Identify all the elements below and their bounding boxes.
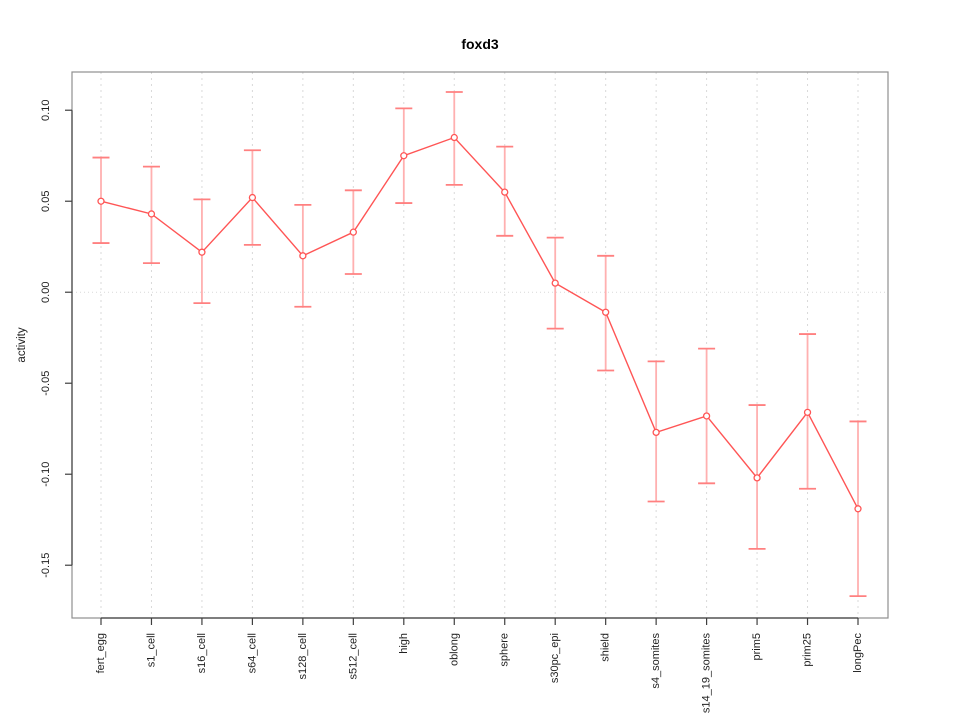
series-layer xyxy=(92,91,867,598)
x-tick-label: longPec xyxy=(852,633,864,673)
chart-title: foxd3 xyxy=(461,36,499,52)
data-point-marker xyxy=(400,152,408,160)
tick-label-layer: 0.10 0.05 0.00 -0.05 -0.10 -0.15 fert_egg s1_ce… xyxy=(40,100,864,714)
grid-layer xyxy=(72,72,888,618)
y-tick-label: 0.10 xyxy=(40,100,52,121)
data-point-marker xyxy=(551,279,559,287)
x-tick-label: prim5 xyxy=(751,633,763,661)
y-tick-label: -0.15 xyxy=(40,553,52,578)
y-tick-label: -0.10 xyxy=(40,462,52,487)
data-point-marker xyxy=(753,474,761,482)
data-point-marker xyxy=(248,193,257,202)
x-tick-label: prim25 xyxy=(802,633,814,667)
data-point-marker xyxy=(803,408,812,416)
data-point-marker xyxy=(147,210,156,218)
data-point-marker xyxy=(854,505,862,513)
data-point-marker xyxy=(602,308,610,316)
x-tick-label: s4_somites xyxy=(650,633,662,689)
data-point-marker xyxy=(501,188,509,196)
x-tick-label: s1_cell xyxy=(145,633,157,667)
series-line xyxy=(100,136,859,510)
data-point-marker xyxy=(702,412,711,420)
x-tick-label: sphere xyxy=(499,633,511,667)
y-tick-label: -0.05 xyxy=(40,371,52,396)
x-tick-label: high xyxy=(398,633,410,654)
data-point-marker xyxy=(97,197,105,205)
plot-frame-layer xyxy=(71,71,889,619)
x-tick-label: s512_cell xyxy=(347,633,359,679)
plot-frame xyxy=(71,71,889,619)
data-point-marker xyxy=(349,228,357,236)
y-axis-title: activity xyxy=(16,327,28,362)
y-tick-label: 0.00 xyxy=(40,282,52,303)
data-point-marker xyxy=(299,252,307,260)
x-tick-label: s64_cell xyxy=(246,633,258,673)
axis-layer xyxy=(65,109,859,625)
x-tick-label: s128_cell xyxy=(297,633,309,679)
x-tick-label: s30pc_epi xyxy=(549,633,561,683)
x-tick-label: s16_cell xyxy=(196,633,208,673)
data-point-marker xyxy=(198,248,206,256)
x-tick-label: fert_egg xyxy=(95,633,107,673)
y-tick-label: 0.05 xyxy=(40,191,52,212)
data-point-marker xyxy=(450,133,458,142)
x-tick-label: oblong xyxy=(448,633,460,666)
data-point-marker xyxy=(652,428,660,437)
x-tick-label: s14_19_somites xyxy=(701,633,713,714)
x-tick-label: shield xyxy=(600,633,612,662)
